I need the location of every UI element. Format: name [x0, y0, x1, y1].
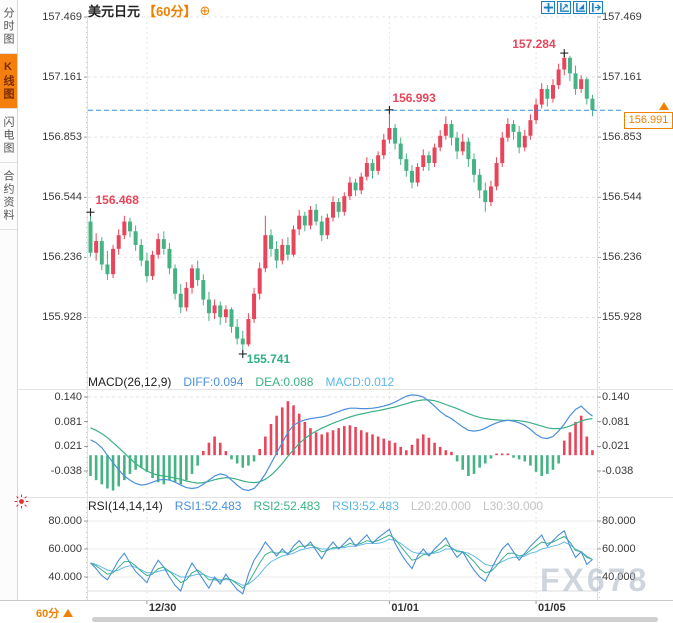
- pan-right-icon[interactable]: [589, 1, 603, 14]
- chart-toolbar: [541, 1, 603, 14]
- date-axis-label: 12/30: [148, 602, 177, 614]
- rsi-axis-label-right: 60.000: [602, 543, 636, 555]
- rsi-axis-label-right: 80.000: [602, 515, 636, 527]
- circle-plus-icon[interactable]: ⊕: [199, 2, 211, 18]
- date-axis-label: 01/01: [391, 602, 419, 614]
- price-axis-label-left: 156.853: [42, 131, 82, 144]
- price-up-arrow-icon: [659, 102, 669, 110]
- macd-axis-label-left: 0.081: [54, 415, 82, 428]
- macd-axis-label-right: 0.081: [602, 415, 630, 428]
- sidebar-tab-lightning[interactable]: 闪电图: [0, 109, 17, 163]
- macd-axis-label-left: 0.021: [54, 440, 82, 453]
- period-selector[interactable]: 60分: [36, 605, 74, 621]
- macd-panel-separator: [18, 389, 673, 390]
- price-extreme-annotation: 156.993: [392, 90, 436, 105]
- rsi3-value: RSI3:52.483: [332, 499, 399, 513]
- rsi-l20-value: L20:20.000: [410, 499, 471, 513]
- price-axis-label-right: 156.544: [602, 191, 642, 204]
- rsi-l30-value: L30:30.000: [482, 499, 543, 513]
- triangle-up-icon: [63, 609, 74, 617]
- price-extreme-annotation: 157.284: [512, 37, 556, 52]
- price-axis-label-left: 156.236: [42, 251, 82, 264]
- period-label: 【60分】: [143, 4, 197, 19]
- price-axis-label-left: 155.928: [42, 311, 82, 324]
- price-axis-label-left: 156.544: [42, 191, 82, 204]
- macd-dea-value: DEA:0.088: [255, 375, 314, 389]
- price-extreme-annotation: 156.468: [95, 193, 139, 208]
- crosshair-move-icon[interactable]: [541, 1, 555, 14]
- date-axis-label: 01/05: [538, 602, 566, 614]
- price-extreme-annotation: 155.741: [246, 351, 291, 366]
- rsi1-value: RSI1:52.483: [174, 499, 242, 513]
- macd-axis-label-left: -0.038: [50, 465, 82, 477]
- price-axis-label-right: 156.853: [602, 131, 642, 144]
- rsi-axis-label-left: 40.000: [48, 571, 82, 583]
- sidebar-tab-timeshare[interactable]: 分时图: [0, 0, 17, 54]
- rsi-panel-separator: [18, 497, 673, 498]
- macd-header: MACD(26,12,9) DIFF:0.094 DEA:0.088 MACD:…: [88, 375, 394, 389]
- rsi-header: RSI(14,14,14) RSI1:52.483 RSI2:52.483 RS…: [88, 499, 543, 513]
- rsi2-value: RSI2:52.483: [253, 499, 321, 513]
- axis-zoom-in-icon[interactable]: [557, 1, 571, 14]
- rsi-title: RSI(14,14,14): [88, 499, 163, 513]
- rsi-axis-label-left: 80.000: [48, 515, 82, 527]
- sidebar-tab-kline[interactable]: K线图: [0, 54, 17, 109]
- chart-title: 美元日元 【60分】 ⊕: [88, 1, 210, 20]
- price-axis-label-right: 157.161: [602, 71, 642, 84]
- macd-axis-label-left: 0.140: [54, 391, 82, 403]
- sidebar-tab-contract-info[interactable]: 合约资料: [0, 163, 17, 230]
- price-axis-label-right: 156.236: [602, 251, 642, 264]
- price-axis-label-right: 157.469: [602, 11, 642, 23]
- period-text: 60分: [36, 608, 60, 620]
- indicator-alert-icon[interactable]: [14, 494, 29, 514]
- macd-macd-value: MACD:0.012: [325, 375, 395, 389]
- macd-axis-label-right: 0.140: [602, 391, 630, 403]
- xaxis-separator: [0, 600, 673, 601]
- price-axis-label-left: 157.161: [42, 71, 82, 84]
- macd-diff-value: DIFF:0.094: [183, 375, 244, 389]
- rsi-axis-label-left: 60.000: [48, 543, 82, 555]
- watermark: FX678: [540, 562, 650, 598]
- rsi-axis-label-right: 40.000: [602, 571, 636, 583]
- axis-zoom-out-icon[interactable]: [573, 1, 587, 14]
- macd-title: MACD(26,12,9): [88, 375, 172, 389]
- symbol-name: 美元日元: [88, 4, 141, 19]
- price-axis-label-right: 155.928: [602, 311, 642, 324]
- current-price-tag: 156.991: [624, 112, 673, 129]
- macd-axis-label-right: 0.021: [602, 440, 630, 453]
- horizontal-scrollbar-thumb[interactable]: [92, 617, 658, 622]
- macd-axis-label-right: -0.038: [602, 465, 634, 477]
- chart-type-sidebar: 分时图 K线图 闪电图 合约资料: [0, 0, 18, 600]
- price-axis-label-left: 157.469: [42, 11, 82, 23]
